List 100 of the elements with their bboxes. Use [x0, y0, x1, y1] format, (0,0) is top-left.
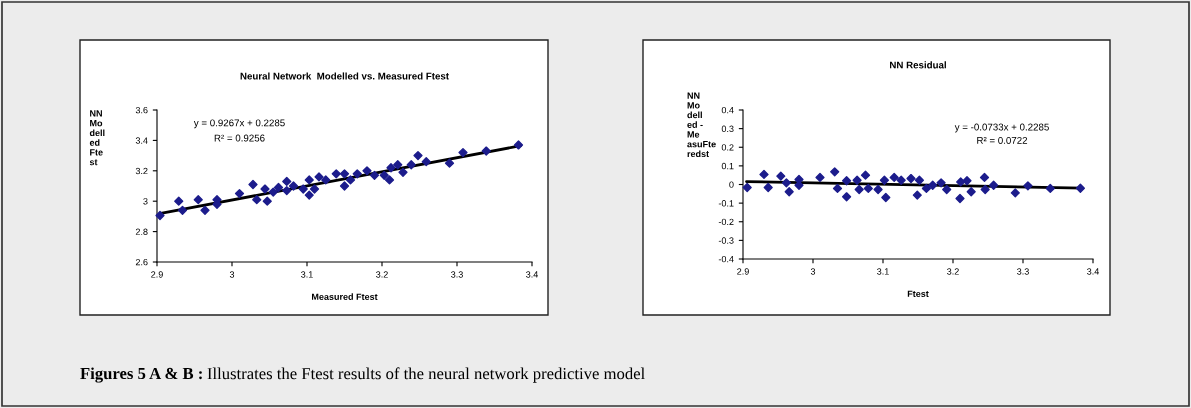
point [262, 196, 272, 206]
point [234, 188, 245, 199]
point [759, 169, 769, 180]
x-tick-label: 3.2 [947, 268, 959, 275]
chart-title: NN Residual [890, 61, 946, 69]
x-tick-label: 3.1 [301, 271, 313, 278]
point [339, 169, 350, 179]
y-axis-title: NN Mo dell ed Fte st [89, 110, 105, 166]
x-tick-label: 2.9 [737, 268, 749, 275]
point [896, 175, 906, 185]
x-tick-label: 3.4 [1087, 268, 1100, 275]
point [815, 172, 825, 183]
point [921, 183, 932, 194]
y-tick-label: 2.8 [135, 228, 148, 235]
point [309, 184, 320, 194]
point [413, 150, 423, 161]
point [955, 193, 965, 204]
x-tick-label: 3 [229, 271, 235, 278]
point [879, 175, 890, 185]
x-tick-label: 3.3 [1017, 268, 1029, 275]
point [1045, 183, 1055, 194]
point [174, 196, 184, 206]
point [980, 184, 990, 195]
point [942, 184, 952, 195]
point [393, 160, 403, 170]
point [966, 187, 976, 197]
y-tick-label: -0.2 [718, 218, 734, 226]
x-axis-title: Measured Ftest [312, 293, 378, 300]
chart-title: Neural Network Modelled vs. Measured Ftest [240, 72, 449, 80]
point [854, 184, 864, 195]
point [852, 175, 862, 185]
x-tick-label: 3.1 [877, 268, 889, 275]
point [248, 179, 258, 190]
point [379, 170, 389, 180]
point [331, 169, 341, 179]
x-tick-label: 3.4 [526, 271, 539, 278]
point [906, 173, 916, 184]
point [988, 180, 999, 190]
point [784, 187, 794, 197]
x-tick-label: 3.3 [451, 271, 463, 278]
point [339, 181, 350, 191]
point [889, 172, 899, 183]
point [873, 184, 883, 195]
point [282, 185, 292, 196]
x-tick-label: 2.9 [151, 271, 163, 278]
annotation: R² = 0.0722 [977, 137, 1028, 144]
point [304, 175, 314, 185]
point [369, 170, 380, 180]
point [345, 175, 356, 185]
y-tick-label: 2.6 [135, 258, 148, 266]
y-tick-label: -0.3 [718, 237, 734, 244]
point [776, 171, 786, 181]
point [936, 178, 946, 188]
y-tick-label: 3.2 [135, 167, 148, 175]
point [304, 190, 314, 200]
y-tick-label: 0.4 [721, 106, 734, 114]
y-tick-label: 3.6 [135, 106, 148, 114]
point [832, 183, 843, 194]
point [763, 182, 773, 193]
point [860, 170, 871, 180]
point [193, 195, 203, 205]
point [386, 163, 396, 173]
point [444, 158, 455, 168]
point [1023, 181, 1033, 191]
point [863, 183, 873, 194]
point [314, 172, 324, 182]
point [830, 167, 840, 177]
point [252, 195, 262, 205]
point [282, 176, 292, 187]
point [200, 205, 210, 215]
point [1010, 188, 1020, 198]
text: Illustrates the Ftest results of the neural network predictive model [207, 367, 645, 383]
point [352, 169, 362, 179]
point [398, 167, 408, 177]
x-axis-title: Ftest [907, 290, 929, 297]
y-tick-label: 3.4 [135, 137, 148, 144]
annotation: y = -0.0733x + 0.2285 [954, 123, 1049, 133]
point [742, 182, 752, 193]
point [956, 177, 966, 187]
y-tick-label: -0.4 [718, 255, 734, 263]
point [841, 192, 852, 202]
y-tick-label: 0.3 [721, 125, 734, 132]
text: Figures 5 A & B : [80, 367, 202, 383]
point [362, 166, 372, 176]
point [384, 175, 395, 185]
point [298, 184, 308, 194]
annotation: y = 0.9267x + 0.2285 [193, 119, 285, 129]
y-axis-title: NN Mo dell ed - Me asuFte redst [687, 92, 716, 158]
y-tick-label: -0.1 [718, 200, 734, 207]
point [481, 146, 491, 156]
point [881, 192, 891, 203]
point [458, 147, 468, 158]
point [912, 190, 922, 200]
point [268, 187, 278, 197]
y-tick-label: 0 [729, 181, 734, 188]
y-tick-label: 0.1 [721, 162, 734, 170]
point [421, 157, 431, 167]
point [962, 176, 972, 186]
point [928, 180, 938, 190]
point [288, 181, 299, 191]
